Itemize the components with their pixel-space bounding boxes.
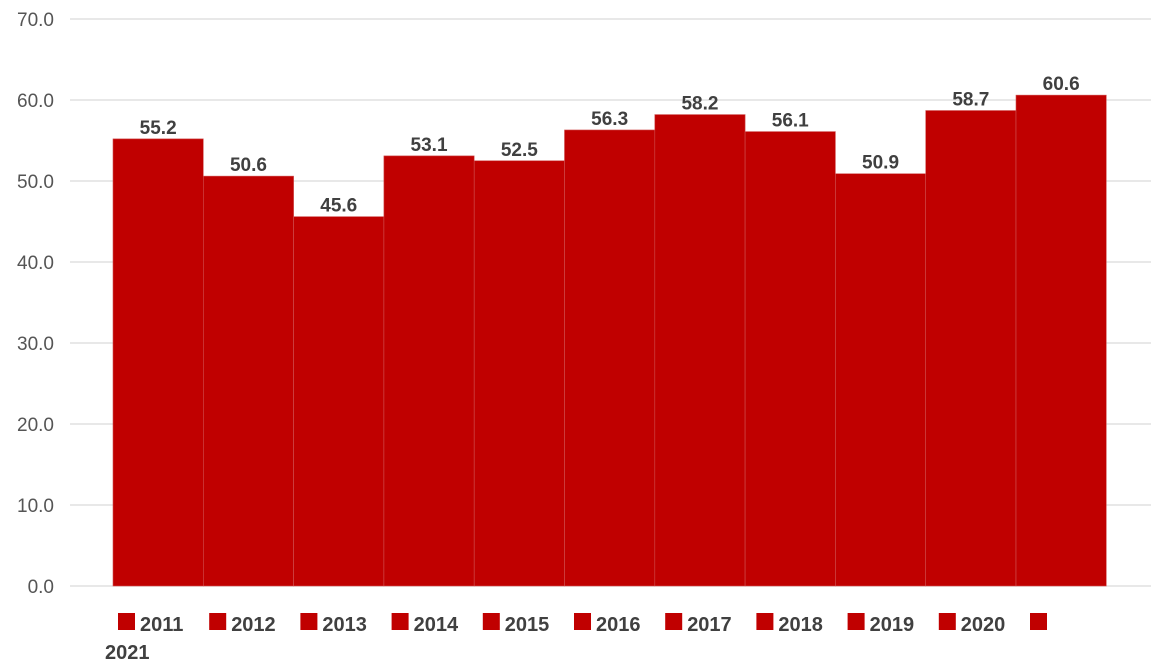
data-label: 58.7 [952, 90, 989, 111]
data-label: 56.3 [591, 109, 628, 130]
data-label: 60.6 [1043, 74, 1080, 95]
data-label: 53.1 [411, 135, 448, 156]
legend-label: 2016 [596, 614, 641, 636]
legend-label: 2020 [961, 614, 1006, 636]
legend-label: 2011 [140, 614, 183, 636]
bar [293, 216, 385, 587]
bar [654, 114, 746, 587]
legend-label: 2015 [505, 614, 550, 636]
bar [473, 160, 565, 587]
legend-swatch [756, 613, 774, 630]
y-tick-label: 70.0 [17, 10, 54, 31]
legend-swatch [938, 613, 956, 630]
legend-swatch [665, 613, 683, 630]
bar [383, 155, 475, 587]
legend-swatch [1030, 613, 1047, 630]
data-label: 56.1 [772, 111, 809, 132]
legend-swatch [574, 613, 591, 630]
y-tick-label: 40.0 [17, 253, 54, 274]
legend-swatch [391, 613, 409, 630]
bar [564, 129, 656, 587]
bar [925, 110, 1017, 587]
y-tick-label: 30.0 [17, 334, 54, 355]
legend-label: 2018 [778, 614, 823, 636]
data-labels: 55.2 50.6 45.6 53.1 52.5 56.3 58.2 56.1 50.9 58.7… [140, 74, 1080, 217]
y-tick-label: 20.0 [17, 415, 54, 436]
legend: 2011 2012 2013 2014 2015 2016 2017 2018 2019 2020… [105, 613, 1047, 664]
data-label: 50.6 [230, 155, 267, 176]
legend-swatch [118, 613, 135, 630]
legend-label: 2014 [414, 614, 459, 636]
data-label: 55.2 [140, 118, 177, 139]
data-label: 52.5 [501, 140, 538, 161]
bar [835, 173, 927, 587]
bar [203, 175, 294, 587]
y-tick-label: 0.0 [28, 577, 54, 598]
y-axis-ticks: 0.0 10.0 20.0 30.0 40.0 50.0 60.0 70.0 [17, 10, 54, 598]
y-tick-label: 10.0 [17, 496, 54, 517]
bar [744, 131, 836, 587]
bars [112, 94, 1107, 587]
legend-label: 2019 [870, 614, 915, 636]
legend-swatch [847, 613, 865, 630]
bar [1015, 94, 1107, 587]
y-tick-label: 50.0 [17, 172, 54, 193]
legend-label: 2012 [231, 614, 276, 636]
y-tick-label: 60.0 [17, 91, 54, 112]
legend-swatch [300, 613, 318, 630]
legend-label: 2013 [322, 614, 367, 636]
legend-swatch [482, 613, 500, 630]
data-label: 58.2 [681, 94, 718, 115]
legend-label: 2021 [105, 642, 150, 664]
legend-label: 2017 [687, 614, 732, 636]
legend-swatch [209, 613, 227, 630]
data-label: 45.6 [320, 196, 357, 217]
data-label: 50.9 [862, 153, 899, 174]
bar [112, 138, 204, 587]
